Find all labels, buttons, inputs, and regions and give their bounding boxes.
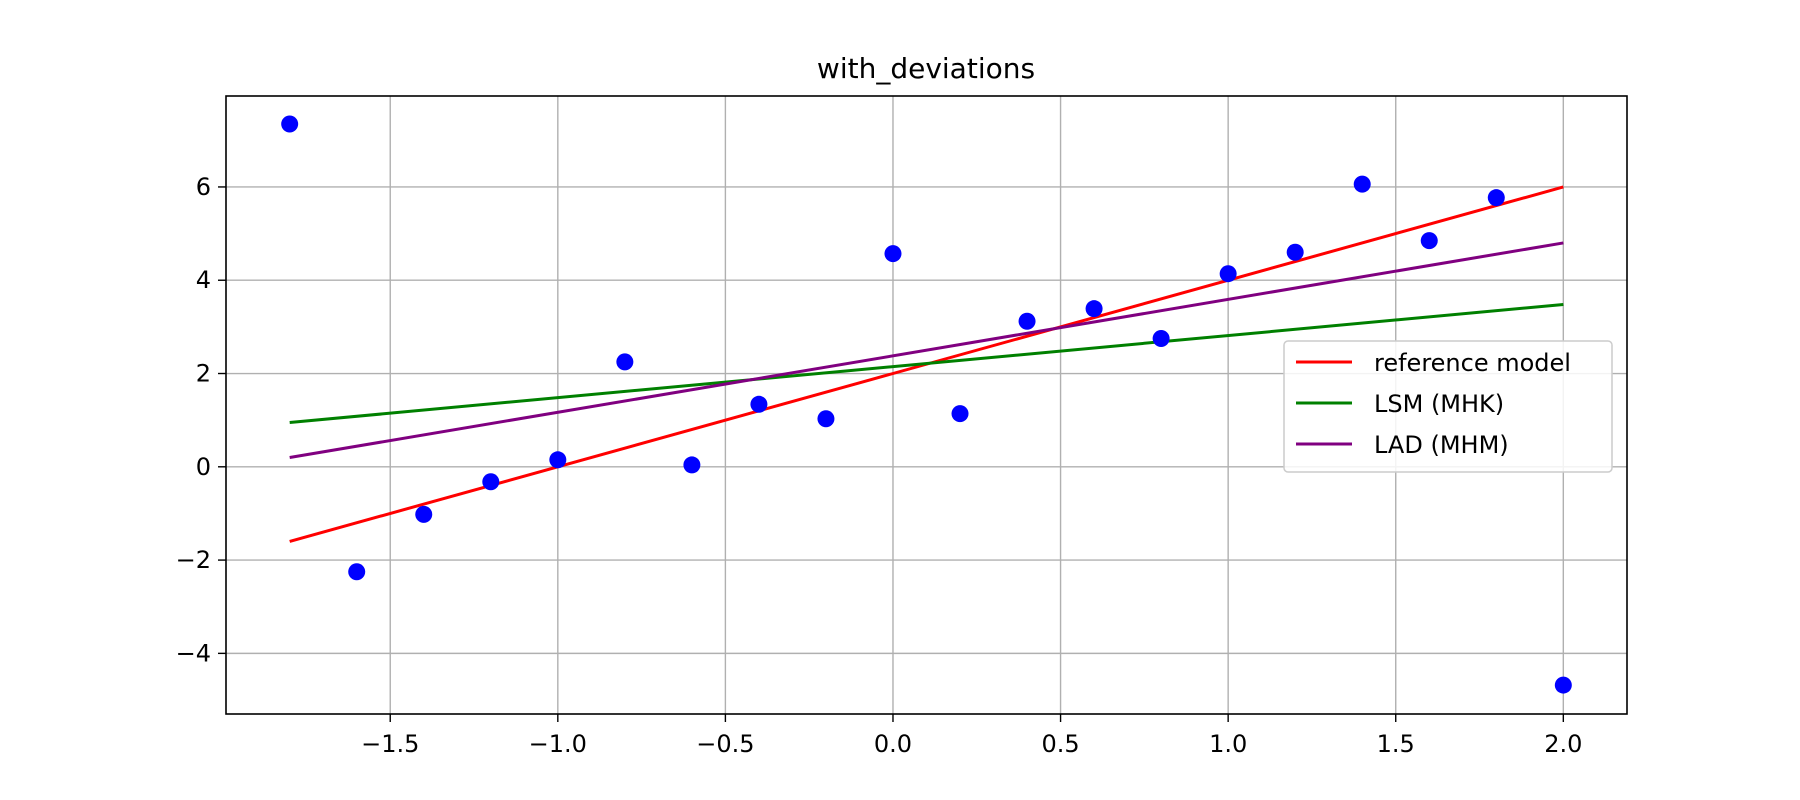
data-point [1018, 312, 1036, 330]
x-tick-label: 1.0 [1209, 730, 1247, 758]
series-lines [289, 185, 1564, 543]
y-tick-label: 4 [196, 266, 211, 294]
data-point [1420, 232, 1438, 250]
axis-ticks: −1.5 −1.0 −0.5 0.0 0.5 1.0 1.5 2.0 −4 −2 0 2 4 6 [176, 173, 1583, 758]
x-tick-label: 1.5 [1377, 730, 1415, 758]
y-tick-label: −4 [176, 639, 211, 667]
data-point [1554, 676, 1572, 694]
y-tick-label: −2 [176, 546, 211, 574]
data-point [1286, 243, 1304, 261]
data-point [549, 451, 567, 469]
x-tick-label: −1.5 [361, 730, 419, 758]
data-point [1152, 330, 1170, 348]
data-point [281, 115, 299, 133]
data-point [1353, 175, 1371, 193]
y-tick-label: 2 [196, 360, 211, 388]
legend-label-2: LAD (MHM) [1374, 431, 1509, 459]
x-tick-label: −1.0 [529, 730, 587, 758]
data-point [1487, 189, 1505, 207]
data-point [1219, 265, 1237, 283]
data-point [951, 405, 969, 423]
legend-label-1: LSM (MHK) [1374, 390, 1504, 418]
legend-box [1283, 340, 1613, 473]
legend-label-0: reference model [1374, 349, 1571, 377]
series-line-2 [289, 241, 1564, 459]
scatter-points [281, 115, 1572, 694]
data-point [1085, 300, 1103, 318]
data-point [683, 456, 701, 474]
data-point [348, 563, 366, 581]
chart-title: with_deviations [817, 52, 1035, 85]
y-tick-label: 0 [196, 453, 211, 481]
data-point [817, 410, 835, 428]
data-point [616, 353, 634, 371]
legend: reference model LSM (MHK) LAD (MHM) [1283, 340, 1613, 473]
grid [226, 96, 1627, 714]
data-point [415, 505, 433, 523]
series-line-1 [289, 302, 1564, 424]
y-tick-label: 6 [196, 173, 211, 201]
x-tick-label: 0.0 [874, 730, 912, 758]
x-tick-label: 0.5 [1041, 730, 1079, 758]
plot-frame [225, 95, 1628, 715]
x-tick-label: 2.0 [1544, 730, 1582, 758]
data-point [750, 395, 768, 413]
data-point [884, 245, 902, 263]
x-tick-label: −0.5 [696, 730, 754, 758]
data-point [482, 473, 500, 491]
